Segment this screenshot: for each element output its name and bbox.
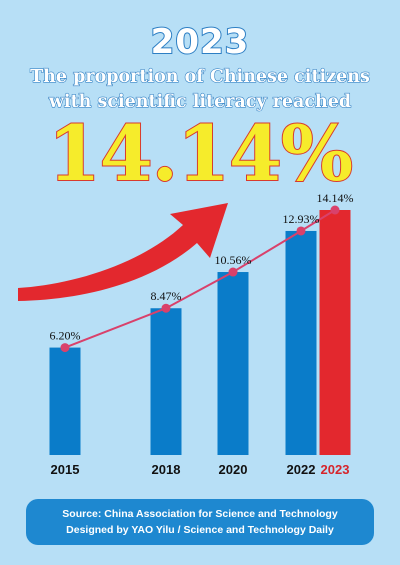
data-label-2023: 14.14% xyxy=(317,191,354,205)
tick-label-2018: 2018 xyxy=(152,462,181,477)
headline-line-2: with scientific literacy reached xyxy=(48,91,352,112)
trend-point-2022 xyxy=(296,226,306,236)
bar-2022 xyxy=(285,230,317,455)
tick-label-2022: 2022 xyxy=(287,462,316,477)
source-line: Source: China Association for Science an… xyxy=(62,508,338,520)
tick-label-2023: 2023 xyxy=(321,462,350,477)
headline-value: 14.14% xyxy=(47,109,354,198)
bar-2020 xyxy=(217,272,249,455)
trend-point-2015 xyxy=(60,343,70,353)
trend-point-2023 xyxy=(330,205,340,215)
headline-line-1: The proportion of Chinese citizens xyxy=(30,66,371,87)
data-label-2018: 8.47% xyxy=(151,289,182,303)
source-footer: Source: China Association for Science an… xyxy=(26,499,374,545)
trend-point-2020 xyxy=(228,267,238,277)
data-label-2022: 12.93% xyxy=(283,212,320,226)
bar-2015 xyxy=(49,347,81,455)
data-label-2020: 10.56% xyxy=(215,253,252,267)
bar-2018 xyxy=(150,308,182,455)
trend-point-2018 xyxy=(161,303,171,313)
designer-line: Designed by YAO Yilu / Science and Techn… xyxy=(66,524,334,536)
tick-label-2015: 2015 xyxy=(51,462,80,477)
bar-chart: 6.20% 8.47% 10.56% 12.93% 14.14% 2015 2018 2020… xyxy=(18,191,354,477)
year-title: 2023 xyxy=(150,21,250,63)
bar-2023 xyxy=(319,210,351,455)
data-label-2015: 6.20% xyxy=(50,329,81,343)
rising-arrow-icon xyxy=(18,203,228,301)
tick-label-2020: 2020 xyxy=(219,462,248,477)
